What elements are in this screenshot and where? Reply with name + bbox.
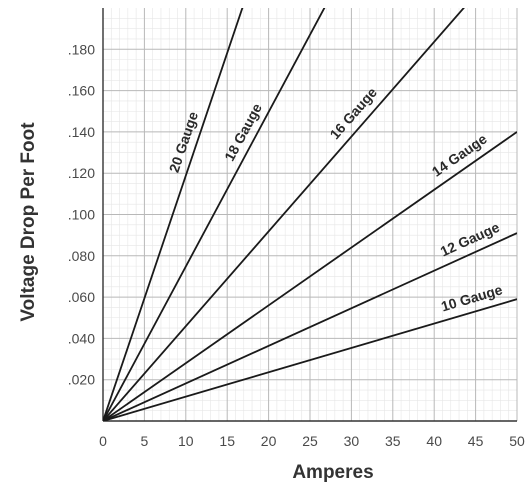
x-tick-label: 25 (302, 433, 318, 449)
y-tick-label: .040 (68, 330, 95, 346)
series-line-12-gauge (103, 232, 517, 421)
x-tick-label: 15 (219, 433, 235, 449)
series-line-18-gauge (103, 8, 326, 421)
major-grid (103, 8, 518, 421)
x-tick-label: 0 (99, 433, 107, 449)
y-tick-labels: .020 .040 .060 .080 .100 .120 .140 .160 .180 (68, 41, 95, 387)
x-tick-label: 5 (141, 433, 149, 449)
y-tick-label: .100 (68, 207, 95, 223)
x-axis-title: Amperes (292, 462, 373, 483)
y-tick-label: .160 (68, 83, 95, 99)
x-tick-label: 10 (178, 433, 194, 449)
axes (102, 8, 517, 422)
x-tick-label: 40 (426, 433, 442, 449)
series-lines (103, 8, 517, 421)
series-line-20-gauge (103, 8, 244, 421)
y-tick-label: .020 (68, 372, 95, 388)
y-tick-label: .120 (68, 165, 95, 181)
y-tick-label: .140 (68, 124, 95, 140)
y-tick-label: .180 (68, 41, 95, 57)
series-line-16-gauge (103, 8, 465, 421)
x-tick-label: 20 (261, 433, 277, 449)
series-line-14-gauge (103, 131, 517, 421)
y-tick-label: .060 (68, 289, 95, 305)
x-tick-label: 45 (468, 433, 484, 449)
series-line-10-gauge (103, 298, 517, 421)
x-tick-label: 30 (344, 433, 360, 449)
x-tick-label: 35 (385, 433, 401, 449)
y-tick-label: .080 (68, 248, 95, 264)
x-tick-label: 50 (509, 433, 525, 449)
x-tick-labels: 0 5 10 15 20 25 30 35 40 45 50 (99, 433, 525, 449)
y-axis-title: Voltage Drop Per Foot (18, 122, 39, 322)
